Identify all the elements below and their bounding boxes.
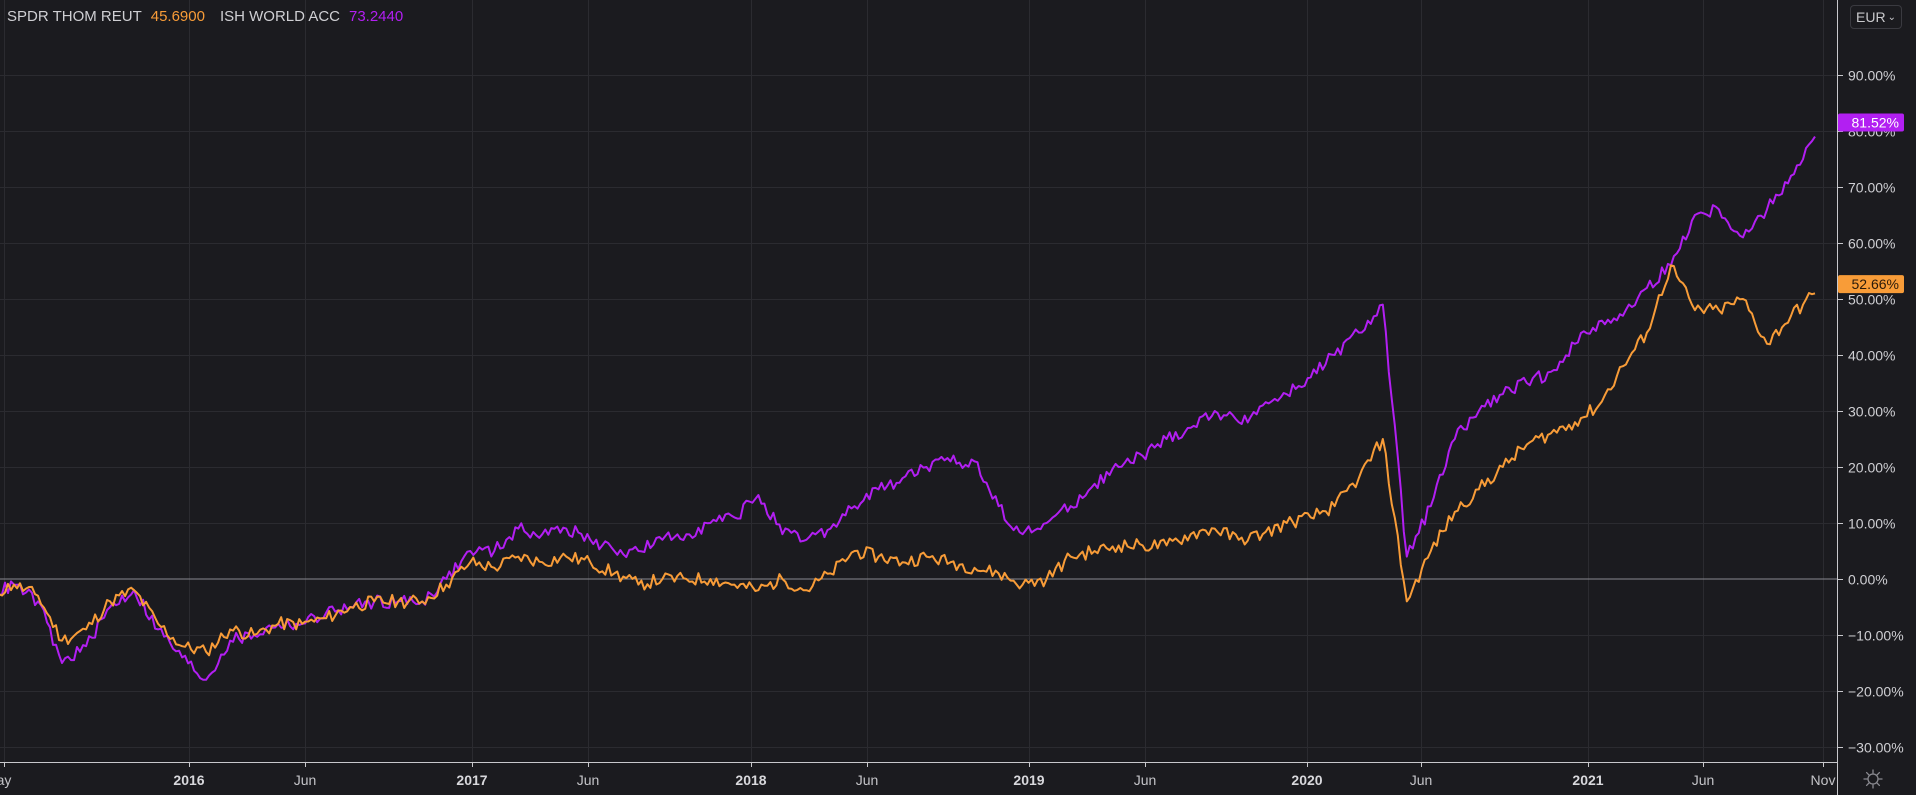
x-tick-label: 2020 xyxy=(1291,772,1322,788)
y-tick-label: −30.00% xyxy=(1848,740,1904,756)
series-line xyxy=(0,136,1816,681)
x-tick-label: Nov xyxy=(1811,772,1836,788)
horizontal-gridlines xyxy=(0,75,1837,748)
y-tick-label: 40.00% xyxy=(1848,348,1895,364)
x-tick-label: Jun xyxy=(1410,772,1433,788)
x-tick-label: Jun xyxy=(1134,772,1157,788)
y-tick-label: 20.00% xyxy=(1848,460,1895,476)
x-tick-label: ay xyxy=(0,772,11,788)
price-axis[interactable]: 90.00%80.00%70.00%60.00%50.00%40.00%30.0… xyxy=(1837,68,1904,756)
legend-series-name: ISH WORLD ACC xyxy=(219,8,340,25)
vertical-gridlines xyxy=(4,0,1824,762)
last-value-labels: 81.52% 52.66% xyxy=(1838,113,1904,294)
currency-label: EUR xyxy=(1856,9,1886,25)
gear-icon[interactable] xyxy=(1862,768,1884,795)
y-tick-label: −20.00% xyxy=(1848,684,1904,700)
series-line xyxy=(0,264,1816,657)
y-tick-label: 30.00% xyxy=(1848,404,1895,420)
y-tick-label: −10.00% xyxy=(1848,628,1904,644)
legend-series-value: 73.2440 xyxy=(348,8,404,25)
legend: SPDR THOM REUT 45.6900 ISH WORLD ACC 73.… xyxy=(7,8,409,25)
x-tick-label: Jun xyxy=(856,772,879,788)
last-value-label: 81.52% xyxy=(1852,114,1899,130)
x-tick-label: 2021 xyxy=(1572,772,1603,788)
x-tick-label: 2018 xyxy=(735,772,766,788)
x-tick-label: Jun xyxy=(294,772,317,788)
y-tick-label: 60.00% xyxy=(1848,236,1895,252)
x-tick-label: 2019 xyxy=(1013,772,1044,788)
time-axis[interactable]: ay 2016 Jun 2017 Jun 2018 Jun 2019 Jun 2020 Jun 202… xyxy=(0,762,1835,788)
x-tick-label: Jun xyxy=(1692,772,1715,788)
y-tick-label: 70.00% xyxy=(1848,180,1895,196)
last-value-label: 52.66% xyxy=(1852,276,1899,292)
series-lines xyxy=(0,136,1816,681)
currency-select[interactable]: EUR ⌄ xyxy=(1850,5,1902,29)
x-tick-label: 2016 xyxy=(173,772,204,788)
y-tick-label: 0.00% xyxy=(1848,572,1888,588)
legend-series-value: 45.6900 xyxy=(150,8,205,25)
chevron-down-icon: ⌄ xyxy=(1887,11,1896,23)
y-tick-label: 90.00% xyxy=(1848,68,1895,84)
y-tick-label: 50.00% xyxy=(1848,292,1895,308)
x-tick-label: Jun xyxy=(577,772,600,788)
y-tick-label: 10.00% xyxy=(1848,516,1895,532)
legend-series-name: SPDR THOM REUT xyxy=(7,8,142,25)
x-tick-label: 2017 xyxy=(456,772,487,788)
